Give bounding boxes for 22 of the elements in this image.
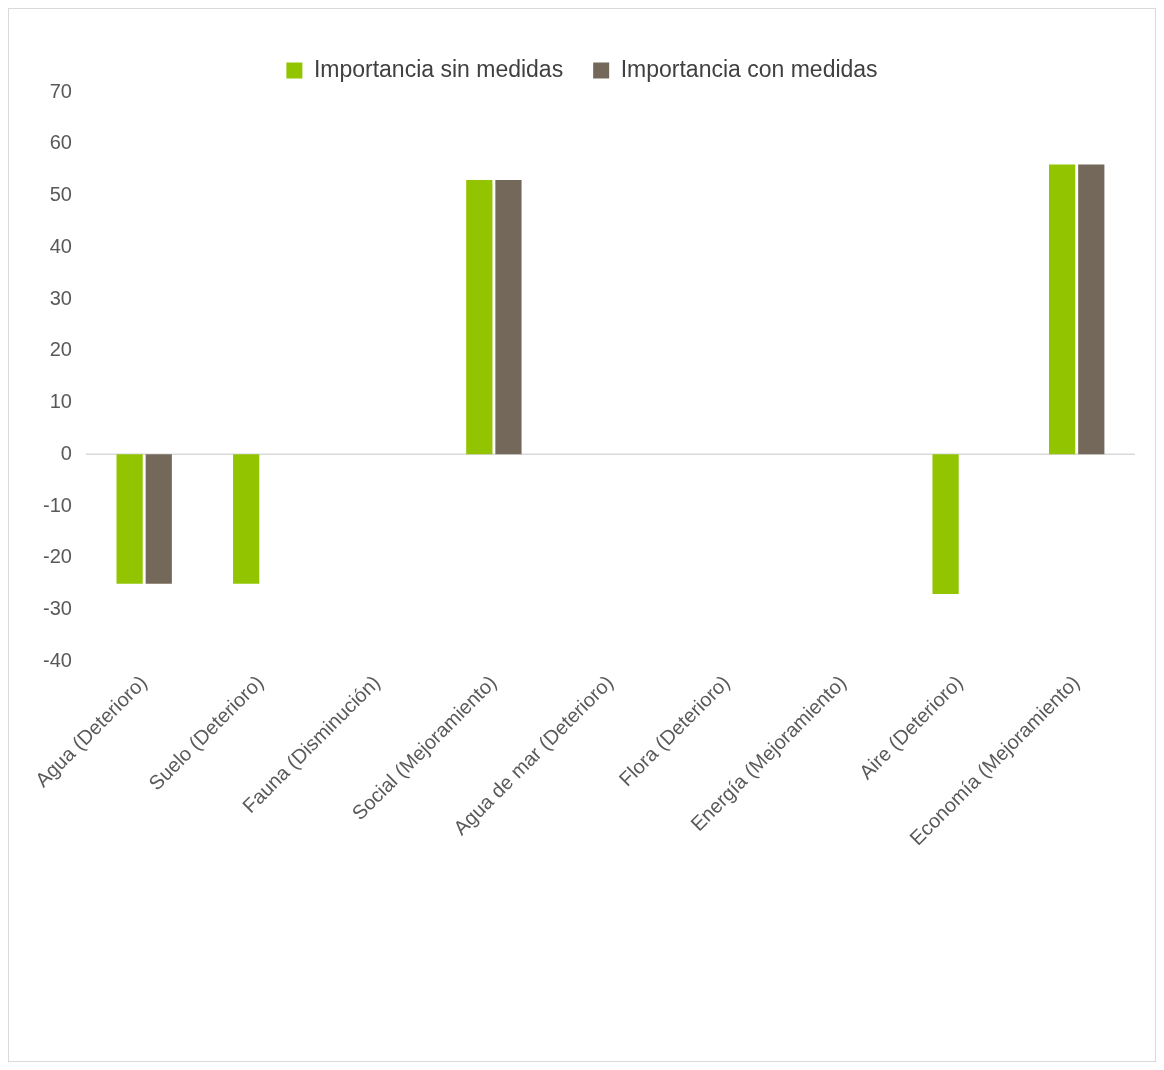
y-tick-label: 70: [49, 79, 72, 102]
y-tick-label: -10: [43, 493, 72, 516]
bar: [1049, 164, 1076, 455]
bar: [233, 454, 260, 584]
bar: [495, 179, 522, 455]
y-tick-label: 60: [49, 131, 72, 154]
bar: [116, 454, 143, 584]
bar: [932, 454, 959, 595]
y-tick-label: 40: [49, 234, 72, 257]
bar: [466, 179, 493, 455]
y-tick-label: -20: [43, 545, 72, 568]
legend-label: Importancia con medidas: [620, 55, 878, 82]
bar: [145, 454, 172, 584]
y-tick-label: 0: [60, 441, 72, 464]
y-tick-label: 20: [49, 338, 72, 361]
legend-label: Importancia sin medidas: [313, 55, 564, 82]
y-tick-label: 50: [49, 183, 72, 206]
bar: [1078, 164, 1105, 455]
y-tick-label: -30: [43, 597, 72, 620]
y-tick-label: 30: [49, 286, 72, 309]
y-tick-label: -40: [43, 648, 72, 671]
y-tick-label: 10: [49, 390, 72, 413]
